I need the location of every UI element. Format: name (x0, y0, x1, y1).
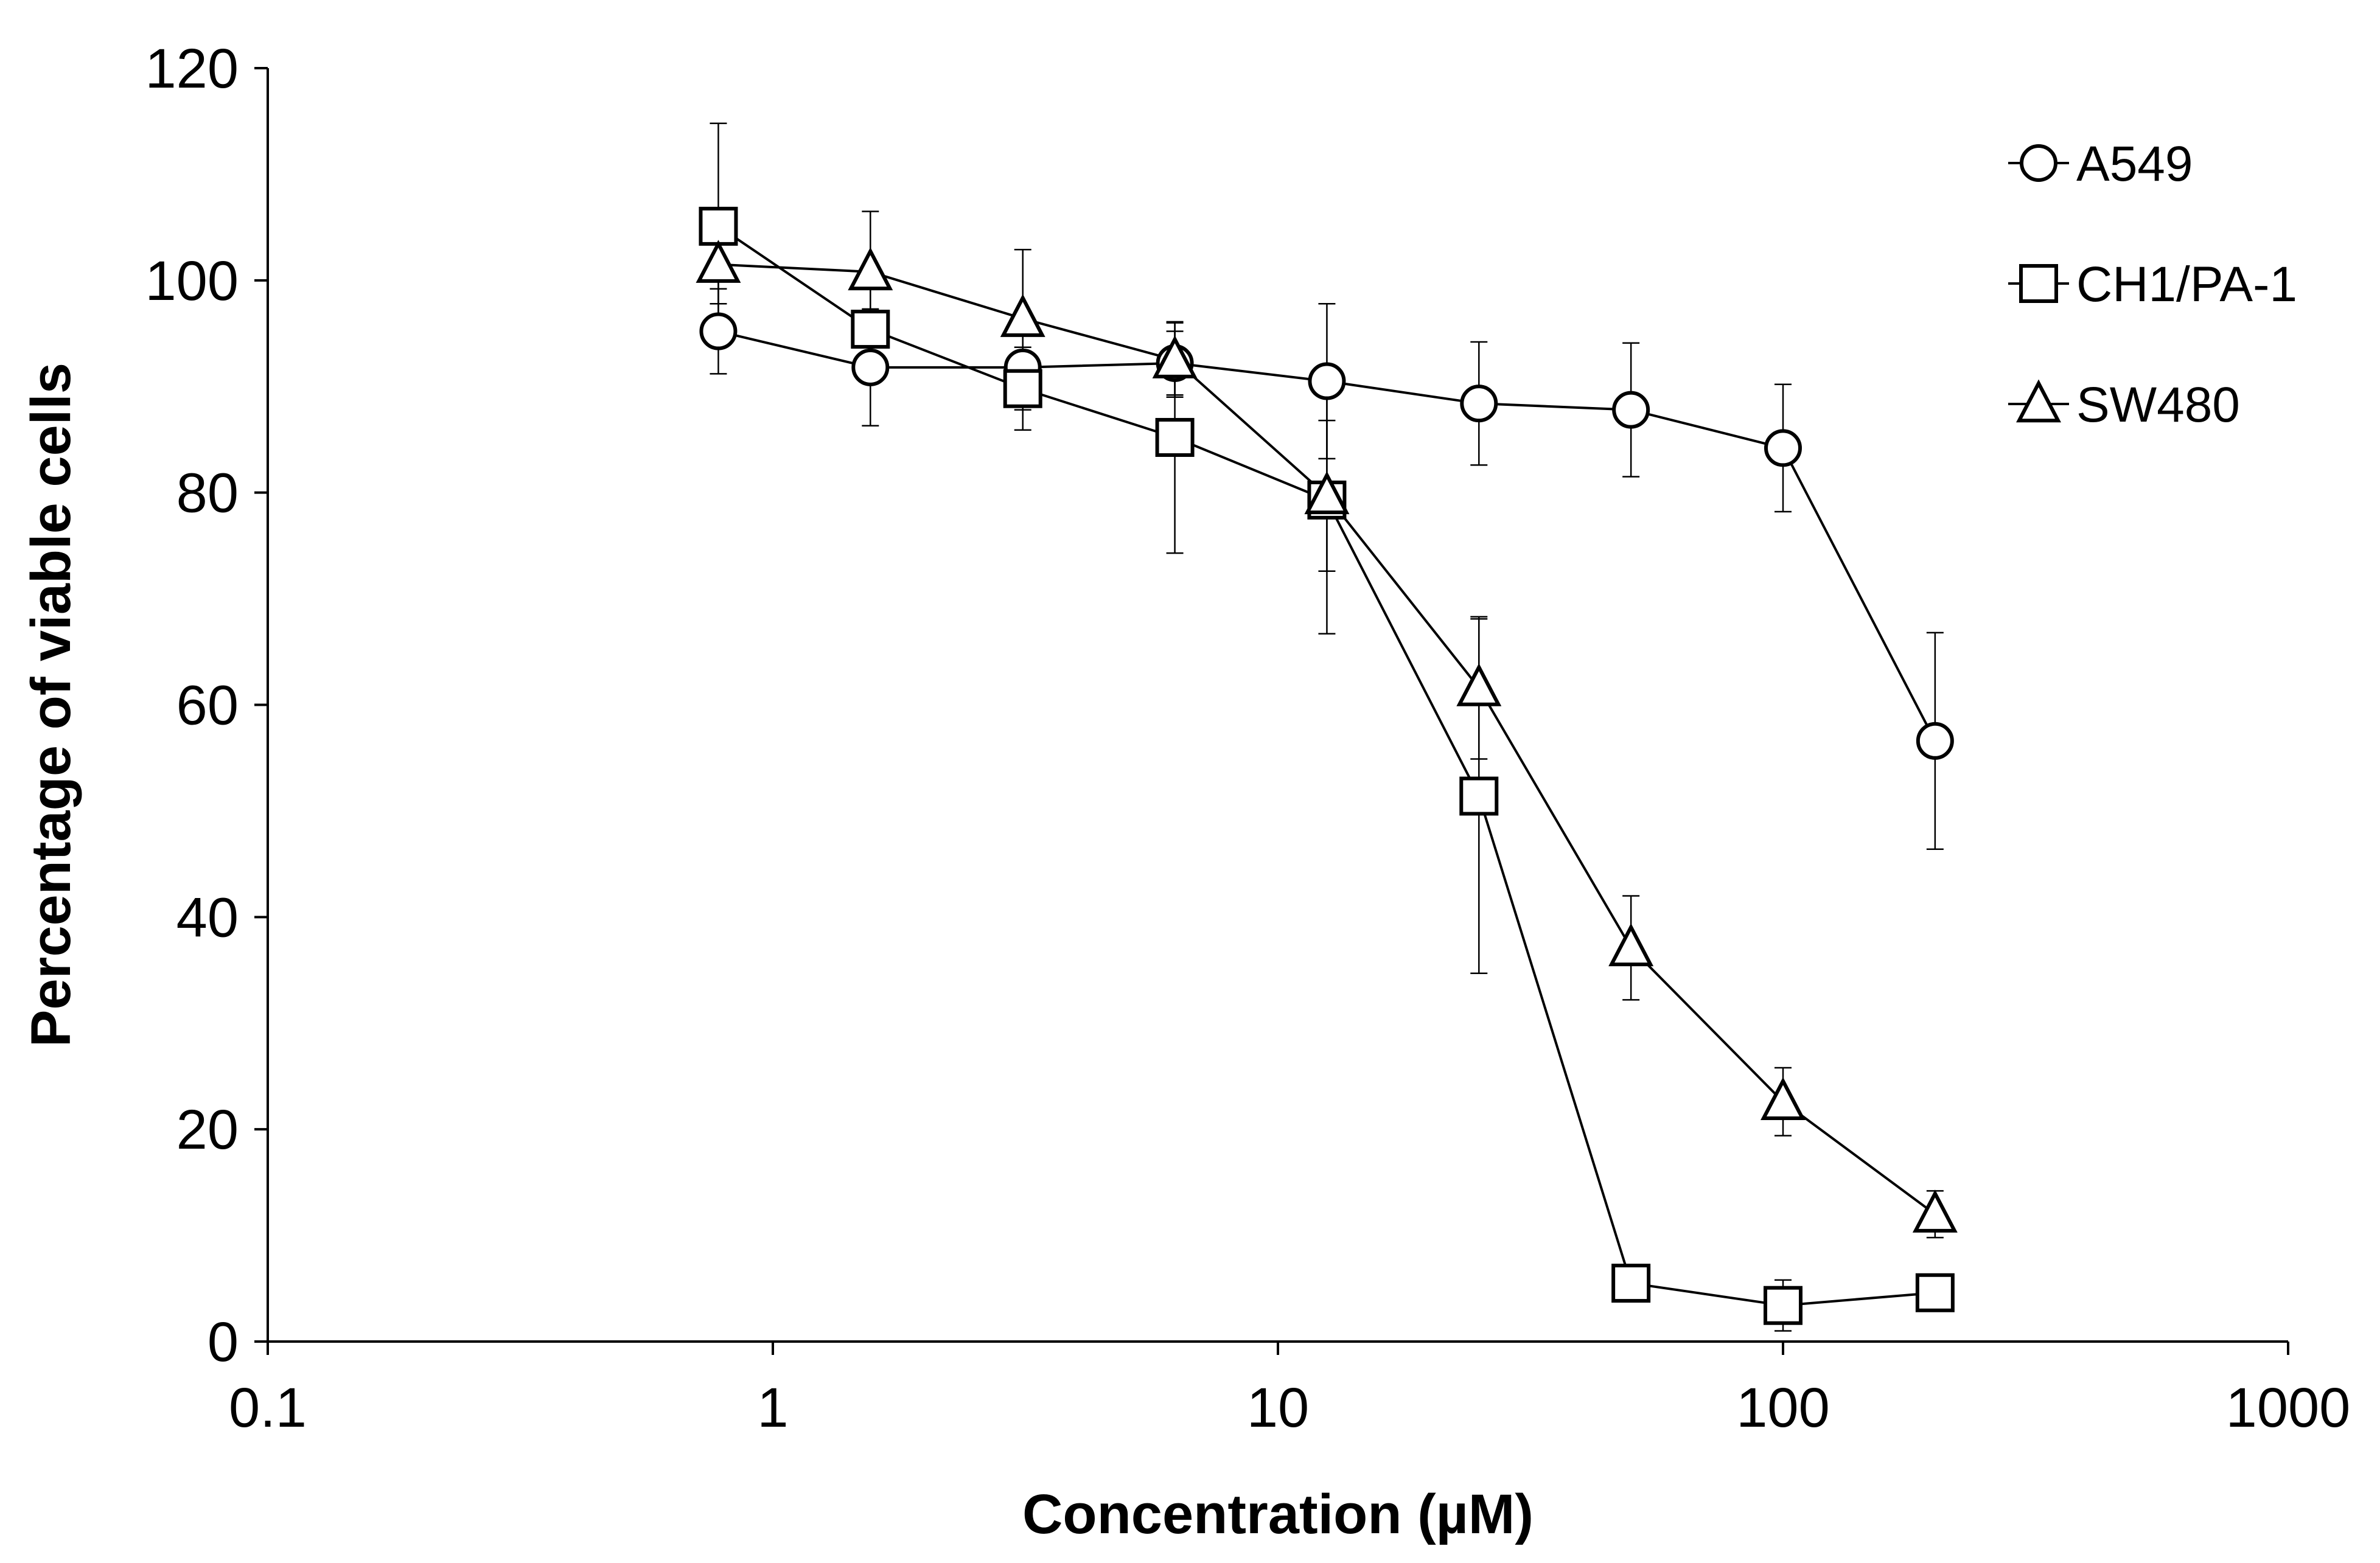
y-tick-label: 20 (176, 1099, 239, 1161)
legend-item-sw480: SW480 (2008, 377, 2240, 433)
y-tick-label: 0 (208, 1311, 239, 1373)
data-point-ch1-pa-1 (1915, 1273, 1955, 1312)
data-point-a549 (1764, 429, 1802, 467)
x-axis-title: Concentration (µM) (1022, 1483, 1534, 1545)
data-point-a549 (699, 312, 738, 350)
data-point-a549 (1916, 722, 1954, 760)
y-axis-title: Percentage of viable cells (20, 363, 82, 1047)
y-tick-label: 80 (176, 462, 239, 524)
data-point-sw480 (848, 247, 893, 291)
y-tick-label: 100 (145, 250, 239, 312)
data-point-sw480 (1456, 663, 1502, 706)
data-point-sw480 (1761, 1077, 1806, 1121)
data-point-a549 (1308, 362, 1346, 400)
data-point-a549 (851, 348, 890, 386)
legend-label-a549: A549 (2076, 136, 2193, 192)
series-markers (696, 206, 1958, 1325)
x-tick-label: 100 (1736, 1377, 1830, 1439)
data-point-a549 (1612, 391, 1650, 429)
data-point-ch1-pa-1 (851, 310, 890, 349)
y-tick-label: 60 (176, 675, 239, 737)
y-tick-label: 40 (176, 886, 239, 949)
legend-item-a549: A549 (2008, 136, 2193, 192)
data-point-ch1-pa-1 (1155, 417, 1195, 457)
data-point-sw480 (1608, 923, 1654, 967)
data-point-ch1-pa-1 (1764, 1286, 1802, 1325)
data-point-sw480 (1000, 294, 1045, 337)
x-tick-label: 0.1 (229, 1377, 307, 1439)
data-point-a549 (1460, 385, 1498, 423)
x-tick-label: 1 (757, 1377, 788, 1439)
legend-label-sw480: SW480 (2076, 377, 2240, 433)
data-point-ch1-pa-1 (1003, 369, 1042, 408)
data-point-sw480 (1152, 335, 1198, 378)
axes: 0 20 40 60 80 100 120 0.1 1 10 100 1000 (145, 38, 2351, 1439)
legend: A549 CH1/PA-1 SW480 (2008, 136, 2297, 433)
data-point-sw480 (696, 240, 741, 283)
data-point-sw480 (1912, 1189, 1958, 1233)
legend-label-ch1-pa-1: CH1/PA-1 (2076, 257, 2297, 312)
error-bars (710, 122, 1944, 1332)
legend-marker-ch1-pa-1 (2019, 264, 2058, 303)
x-tick-label: 1000 (2226, 1377, 2351, 1439)
y-tick-label: 120 (145, 38, 239, 100)
legend-marker-a549 (2020, 144, 2057, 182)
data-point-ch1-pa-1 (699, 206, 738, 246)
legend-item-ch1-pa-1: CH1/PA-1 (2008, 257, 2297, 312)
data-point-ch1-pa-1 (1459, 776, 1499, 816)
data-point-ch1-pa-1 (1611, 1264, 1651, 1303)
data-point-sw480 (1304, 471, 1350, 515)
legend-marker-sw480 (2016, 379, 2061, 423)
x-tick-label: 10 (1247, 1377, 1309, 1439)
